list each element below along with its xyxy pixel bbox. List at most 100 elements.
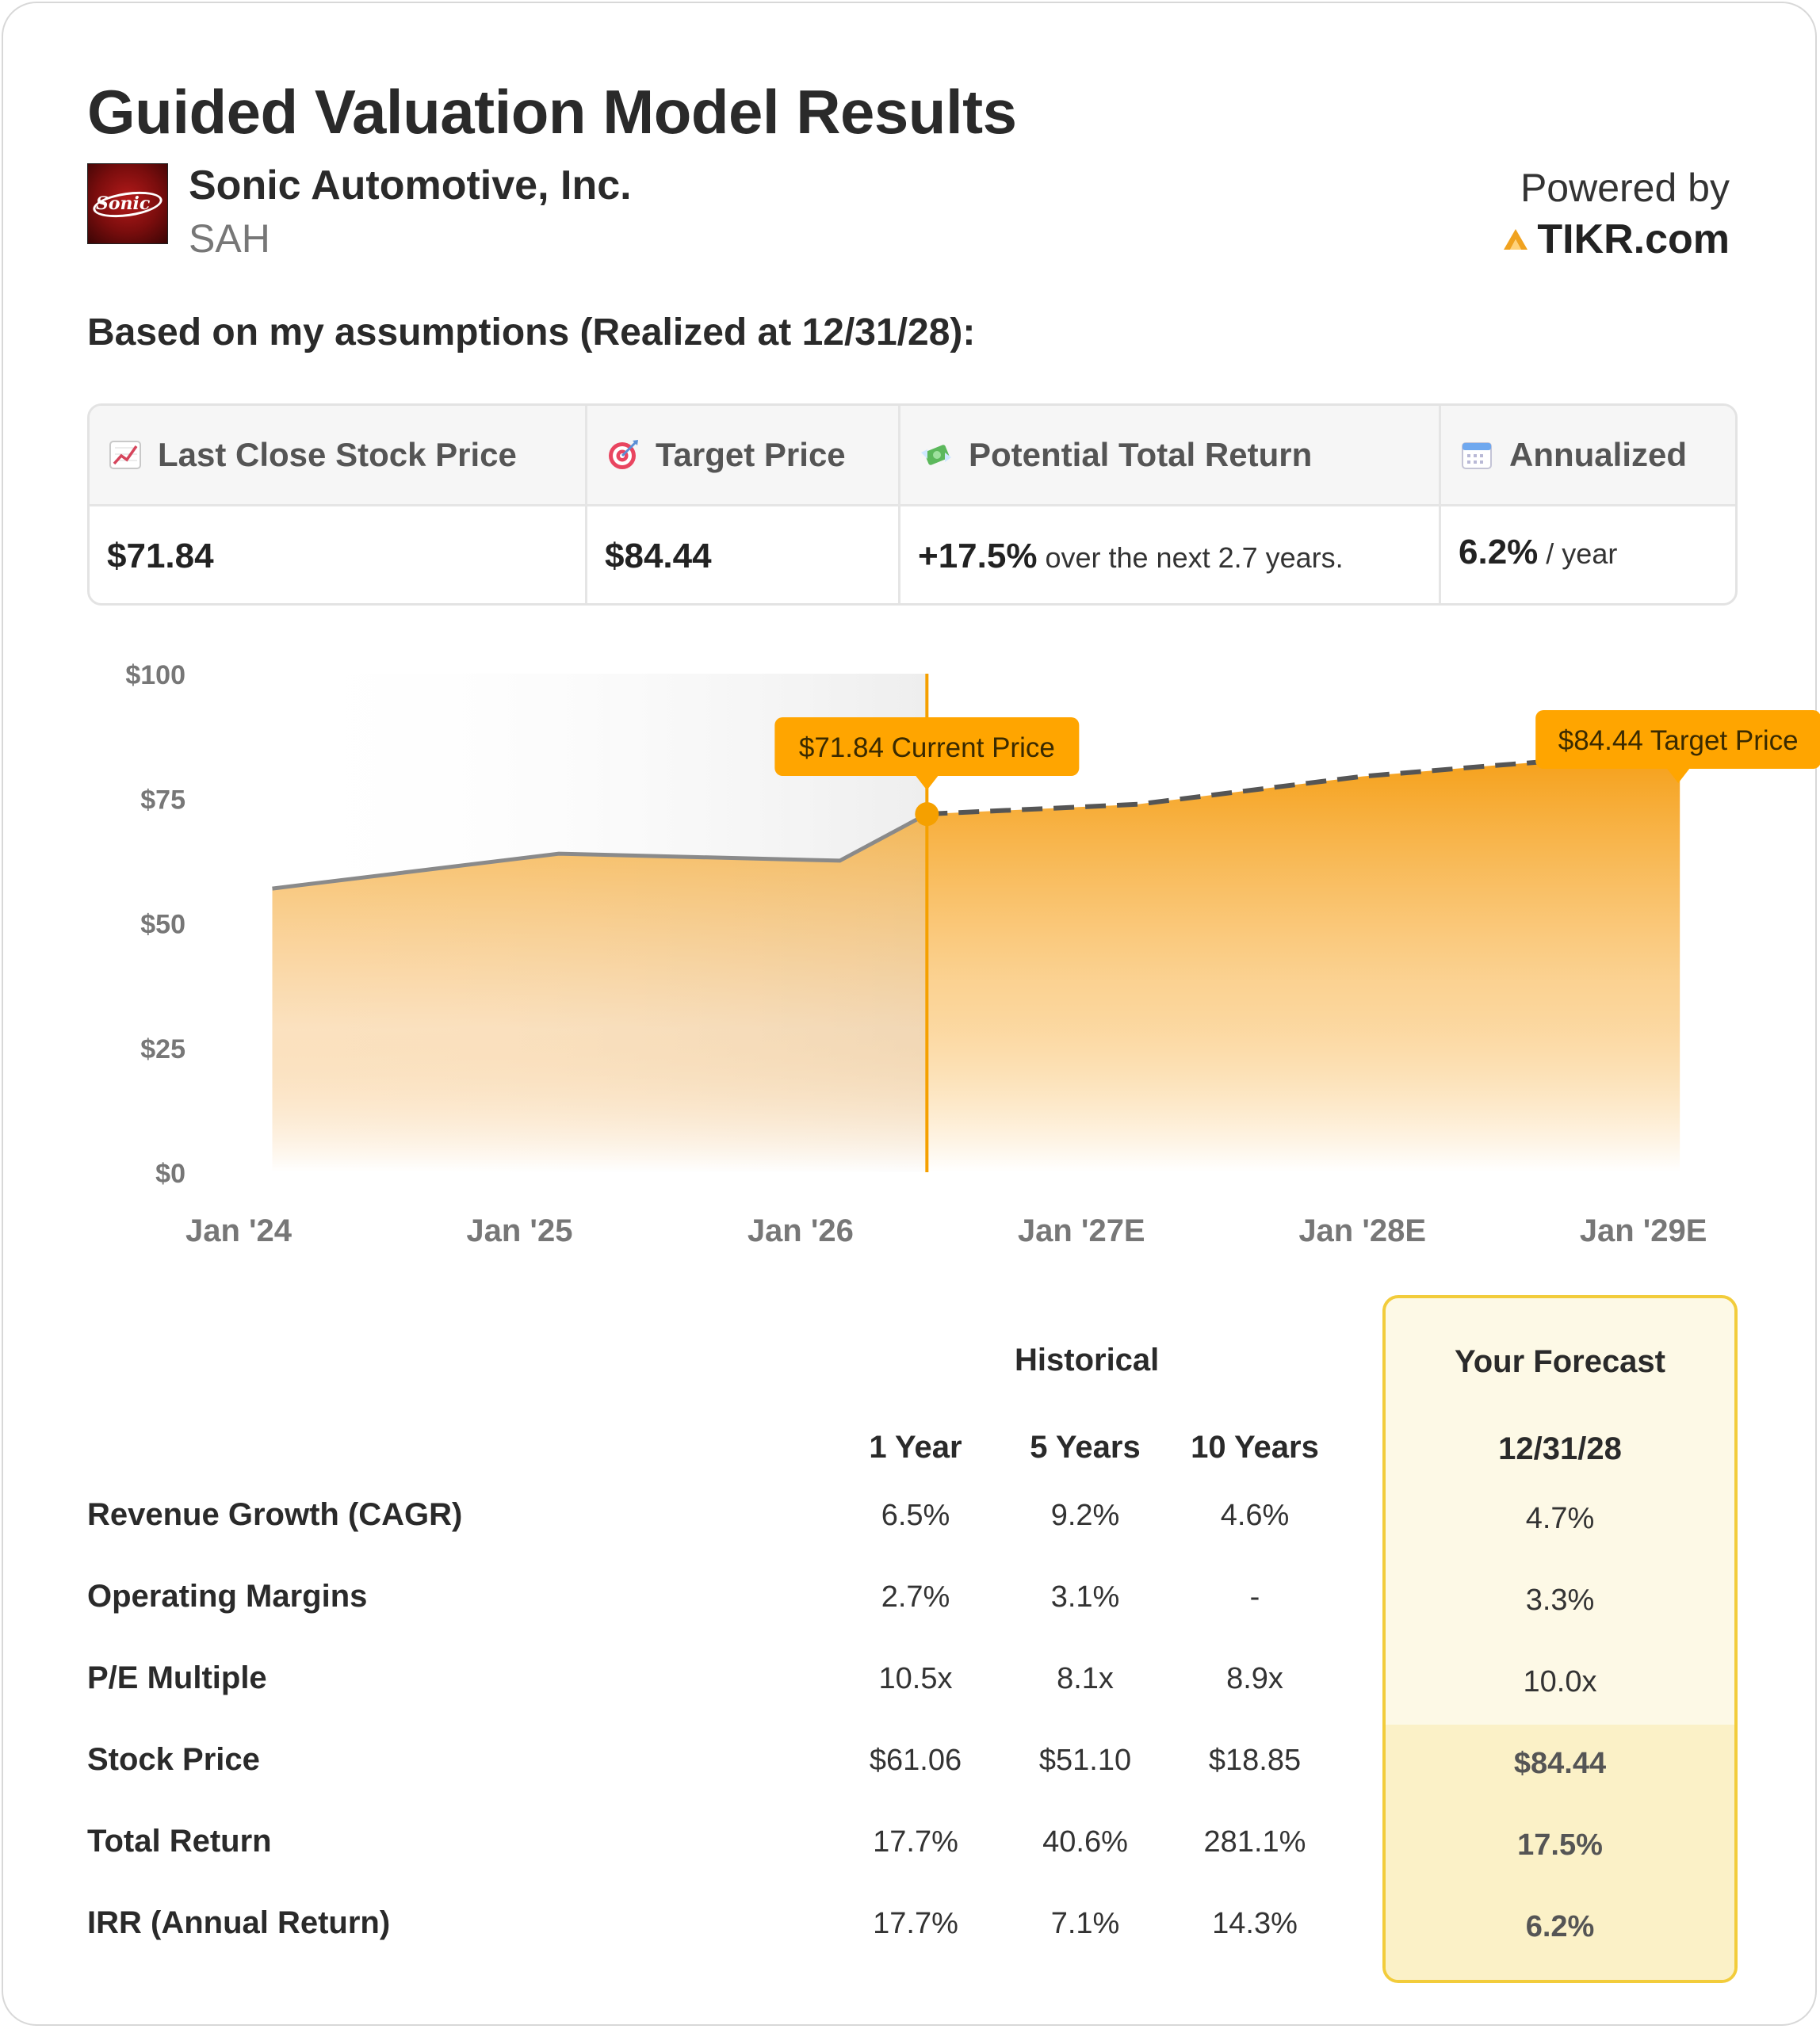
annualized-value: 6.2% bbox=[1459, 533, 1539, 571]
row-label: Total Return bbox=[87, 1824, 272, 1859]
x-tick-label: Jan '26 bbox=[748, 1213, 854, 1248]
summary-header-target: Target Price bbox=[606, 436, 846, 474]
summary-header-last-close: Last Close Stock Price bbox=[109, 436, 517, 474]
y-tick-label: $25 bbox=[140, 1034, 185, 1064]
powered-by-label: Powered by bbox=[1520, 166, 1730, 210]
col-header-forecast-date: 12/31/28 bbox=[1498, 1431, 1622, 1466]
table-cell: 3.1% bbox=[1050, 1580, 1120, 1614]
table-cell: $18.85 bbox=[1208, 1744, 1302, 1777]
current-price-callout-text: $71.84 Current Price bbox=[799, 732, 1055, 763]
summary-col-annualized: Annualized 6.2% / year bbox=[1441, 406, 1735, 603]
summary-col-total-return: Potential Total Return +17.5% over the ne… bbox=[900, 406, 1441, 603]
y-tick-label: $75 bbox=[140, 785, 185, 815]
forecast-line bbox=[927, 748, 1680, 817]
company-ticker: SAH bbox=[189, 216, 270, 261]
forecast-cell: 3.3% bbox=[1525, 1584, 1595, 1617]
total-return-cell: +17.5% over the next 2.7 years. bbox=[918, 537, 1344, 576]
target-price-callout-box bbox=[1535, 710, 1820, 769]
forecast-cell: 17.5% bbox=[1517, 1828, 1603, 1862]
table-cell: 7.1% bbox=[1050, 1907, 1120, 1940]
logo-text: Sonic bbox=[96, 193, 151, 214]
annualized-cell: 6.2% / year bbox=[1459, 533, 1617, 572]
tikr-brand[interactable]: TIKR.com bbox=[1502, 216, 1730, 263]
x-tick-label: Jan '28E bbox=[1298, 1213, 1426, 1248]
target-price-callout-text: $84.44 Target Price bbox=[1558, 725, 1799, 756]
y-tick-label: $50 bbox=[140, 910, 185, 940]
x-tick-label: Jan '24 bbox=[185, 1213, 292, 1248]
money-wings-icon bbox=[921, 445, 951, 465]
x-tick-label: Jan '29E bbox=[1580, 1213, 1707, 1248]
row-label: Stock Price bbox=[87, 1742, 260, 1777]
summary-header-annualized: Annualized bbox=[1460, 436, 1687, 474]
forecast-area bbox=[927, 751, 1680, 1172]
current-price-callout-box bbox=[774, 717, 1080, 776]
col-header-10-years: 10 Years bbox=[1191, 1430, 1319, 1465]
x-tick-label: Jan '27E bbox=[1018, 1213, 1145, 1248]
metrics-table: Historical Your Forecast 1 Year 5 Years … bbox=[3, 1287, 1820, 2000]
current-price-point[interactable] bbox=[915, 802, 939, 827]
target-icon bbox=[609, 440, 638, 469]
tikr-logo-icon bbox=[1504, 229, 1528, 250]
target-price-callout: $84.44 Target Price bbox=[1535, 710, 1820, 783]
x-axis: Jan '24 Jan '25 Jan '26 Jan '27E Jan '28E Jan… bbox=[185, 1213, 1707, 1248]
col-header-1-year: 1 Year bbox=[869, 1430, 962, 1465]
calendar-icon bbox=[1462, 442, 1492, 469]
table-cell: 8.1x bbox=[1057, 1662, 1114, 1695]
chart-callouts: $71.84 Current Price $84.44 Target Price bbox=[774, 710, 1820, 790]
table-cell: $51.10 bbox=[1038, 1744, 1132, 1777]
table-cell: 14.3% bbox=[1212, 1907, 1298, 1940]
table-cell: 40.6% bbox=[1042, 1825, 1128, 1859]
forecast-cell: 10.0x bbox=[1523, 1665, 1597, 1698]
row-label: Operating Margins bbox=[87, 1579, 368, 1614]
assumptions-heading: Based on my assumptions (Realized at 12/… bbox=[87, 311, 976, 353]
chart-increasing-icon bbox=[109, 441, 141, 469]
table-cell: 6.5% bbox=[881, 1499, 950, 1532]
total-return-value: +17.5% bbox=[918, 537, 1038, 575]
table-cell: 8.9x bbox=[1226, 1662, 1283, 1695]
table-cell: 17.7% bbox=[873, 1825, 958, 1859]
historical-line bbox=[272, 812, 928, 891]
forecast-cell: 6.2% bbox=[1525, 1910, 1595, 1943]
table-cell: - bbox=[1249, 1580, 1260, 1614]
annualized-unit: / year bbox=[1546, 537, 1618, 570]
forecast-group-header: Your Forecast bbox=[1455, 1344, 1665, 1379]
col-header-5-years: 5 Years bbox=[1030, 1430, 1141, 1465]
table-cell: $61.06 bbox=[869, 1744, 962, 1777]
summary-col-target: Target Price $84.44 bbox=[587, 406, 900, 603]
tikr-brand-text: TIKR.com bbox=[1537, 216, 1730, 262]
summary-col-last-close: Last Close Stock Price $71.84 bbox=[90, 406, 587, 603]
forecast-cell: 4.7% bbox=[1525, 1502, 1595, 1535]
page-title: Guided Valuation Model Results bbox=[87, 77, 1017, 147]
table-cell: 9.2% bbox=[1050, 1499, 1120, 1532]
table-cell: 2.7% bbox=[881, 1580, 950, 1614]
forecast-highlight bbox=[1386, 1725, 1734, 1980]
forecast-column bbox=[1382, 1295, 1738, 1983]
current-price-callout: $71.84 Current Price bbox=[774, 717, 1080, 790]
summary-table: Last Close Stock Price $71.84 Target Pri… bbox=[87, 403, 1738, 606]
table-cell: 4.6% bbox=[1220, 1499, 1290, 1532]
x-tick-label: Jan '25 bbox=[466, 1213, 572, 1248]
y-axis: $0 $25 $50 $75 $100 bbox=[125, 660, 185, 1189]
target-price-value: $84.44 bbox=[605, 537, 712, 575]
historical-area bbox=[272, 814, 927, 1172]
historical-group-header: Historical bbox=[1015, 1343, 1160, 1378]
table-cell: 10.5x bbox=[878, 1662, 953, 1695]
forecast-cell: $84.44 bbox=[1513, 1747, 1607, 1780]
summary-header-total-return: Potential Total Return bbox=[920, 436, 1312, 474]
y-tick-label: $0 bbox=[155, 1159, 185, 1189]
row-label: P/E Multiple bbox=[87, 1660, 267, 1695]
row-label: IRR (Annual Return) bbox=[87, 1905, 391, 1940]
y-tick-label: $100 bbox=[125, 660, 185, 690]
table-cell: 17.7% bbox=[873, 1907, 958, 1940]
target-price-callout-pointer bbox=[1667, 769, 1690, 783]
last-close-value: $71.84 bbox=[107, 537, 214, 575]
table-cell: 281.1% bbox=[1203, 1825, 1306, 1859]
current-price-callout-pointer bbox=[916, 776, 939, 790]
summary-header-row bbox=[90, 406, 1735, 506]
company-name: Sonic Automotive, Inc. bbox=[189, 162, 632, 208]
company-logo: Sonic bbox=[87, 163, 168, 244]
total-return-note: over the next 2.7 years. bbox=[1045, 541, 1344, 574]
price-chart: $0$25$50$75$100 Jan '24 Jan '25 Jan '26 Jan… bbox=[125, 660, 1820, 1248]
row-label: Revenue Growth (CAGR) bbox=[87, 1497, 463, 1532]
